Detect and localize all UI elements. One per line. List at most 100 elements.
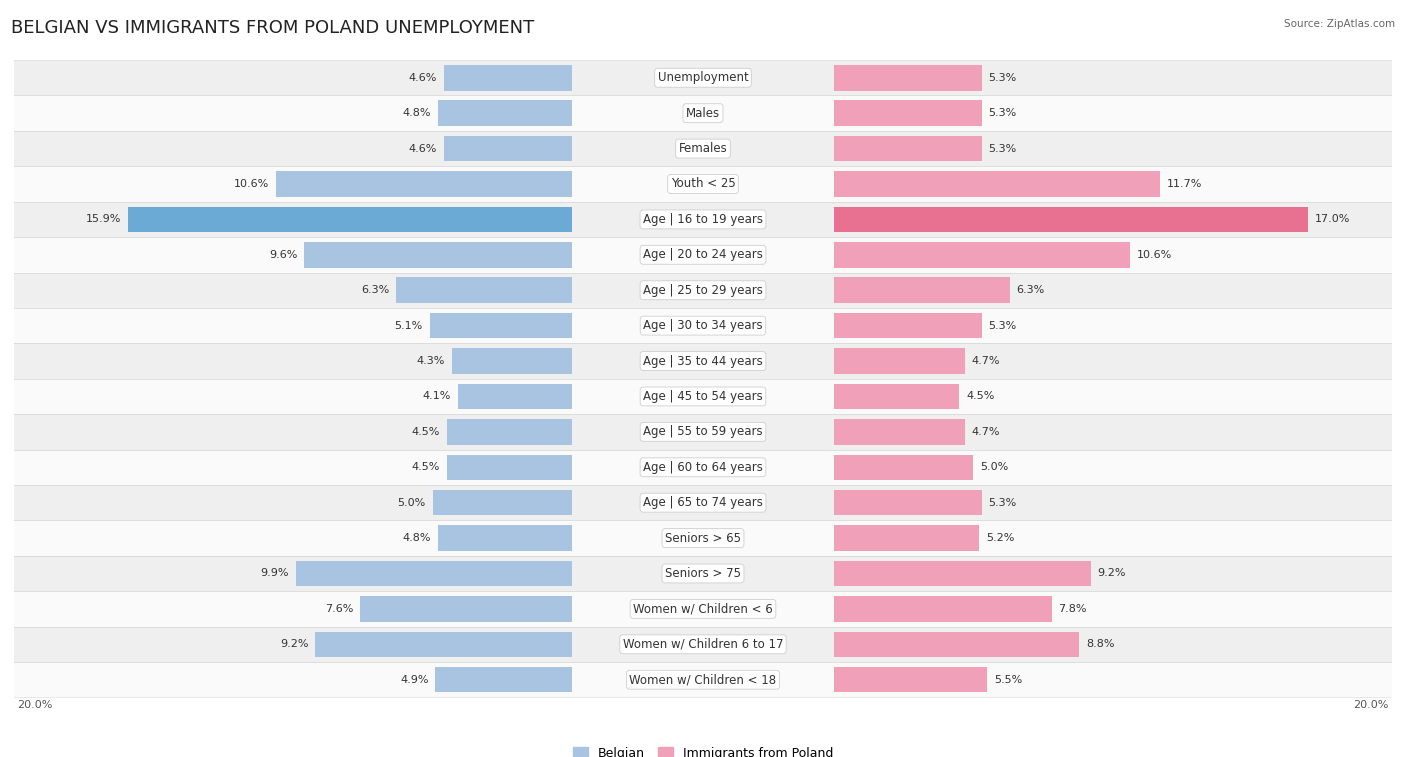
Bar (834, 313, 981, 338)
Bar (0, 344, 1406, 378)
Bar (0, 627, 1406, 662)
Bar (0, 60, 1406, 95)
Text: Source: ZipAtlas.com: Source: ZipAtlas.com (1284, 19, 1395, 29)
Bar (277, 171, 572, 197)
Bar (0, 662, 1406, 697)
Bar (439, 525, 572, 551)
Bar (834, 419, 965, 444)
Bar (0, 591, 1406, 627)
Text: Age | 20 to 24 years: Age | 20 to 24 years (643, 248, 763, 261)
Text: 4.9%: 4.9% (399, 674, 429, 685)
Text: 7.6%: 7.6% (325, 604, 353, 614)
Text: Age | 45 to 54 years: Age | 45 to 54 years (643, 390, 763, 403)
Bar (0, 556, 1406, 591)
Bar (0, 414, 1406, 450)
Text: 6.3%: 6.3% (361, 285, 389, 295)
Bar (0, 273, 1406, 308)
Text: Age | 60 to 64 years: Age | 60 to 64 years (643, 461, 763, 474)
Text: 5.3%: 5.3% (988, 497, 1017, 508)
Bar (0, 520, 1406, 556)
Text: Women w/ Children < 18: Women w/ Children < 18 (630, 673, 776, 686)
Bar (834, 348, 965, 374)
Text: 10.6%: 10.6% (235, 179, 270, 189)
Text: Seniors > 65: Seniors > 65 (665, 531, 741, 544)
Bar (0, 131, 1406, 167)
Text: 5.2%: 5.2% (986, 533, 1014, 543)
Bar (834, 597, 1052, 621)
Text: 8.8%: 8.8% (1087, 640, 1115, 650)
Text: Youth < 25: Youth < 25 (671, 177, 735, 191)
Bar (0, 60, 1406, 95)
Bar (0, 167, 1406, 201)
Text: 20.0%: 20.0% (17, 700, 53, 710)
Text: 5.3%: 5.3% (988, 73, 1017, 83)
Bar (0, 591, 1406, 627)
Text: 4.8%: 4.8% (402, 108, 432, 118)
Bar (360, 597, 572, 621)
Bar (834, 278, 1010, 303)
Text: 4.6%: 4.6% (409, 73, 437, 83)
Bar (444, 65, 572, 91)
Text: 6.3%: 6.3% (1017, 285, 1045, 295)
Bar (0, 450, 1406, 485)
Bar (834, 631, 1080, 657)
Bar (0, 485, 1406, 520)
Text: 4.7%: 4.7% (972, 427, 1001, 437)
Bar (436, 667, 572, 693)
Bar (0, 378, 1406, 414)
Bar (439, 101, 572, 126)
Bar (128, 207, 572, 232)
Text: 20.0%: 20.0% (1353, 700, 1389, 710)
Text: 4.6%: 4.6% (409, 144, 437, 154)
Text: 5.3%: 5.3% (988, 108, 1017, 118)
Text: 4.3%: 4.3% (416, 356, 446, 366)
Text: 4.5%: 4.5% (966, 391, 994, 401)
Bar (0, 167, 1406, 201)
Text: 9.6%: 9.6% (269, 250, 297, 260)
Bar (0, 201, 1406, 237)
Bar (453, 348, 572, 374)
Bar (430, 313, 572, 338)
Text: 5.3%: 5.3% (988, 321, 1017, 331)
Text: 5.5%: 5.5% (994, 674, 1022, 685)
Bar (0, 237, 1406, 273)
Bar (834, 561, 1091, 586)
Text: Age | 16 to 19 years: Age | 16 to 19 years (643, 213, 763, 226)
Text: 4.8%: 4.8% (402, 533, 432, 543)
Bar (0, 485, 1406, 520)
Text: 4.5%: 4.5% (412, 463, 440, 472)
Bar (0, 556, 1406, 591)
Bar (0, 201, 1406, 237)
Text: 17.0%: 17.0% (1315, 214, 1351, 224)
Text: Age | 55 to 59 years: Age | 55 to 59 years (643, 425, 763, 438)
Bar (0, 662, 1406, 697)
Bar (834, 384, 959, 410)
Text: 4.1%: 4.1% (422, 391, 451, 401)
Bar (834, 525, 979, 551)
Text: Age | 65 to 74 years: Age | 65 to 74 years (643, 496, 763, 509)
Text: 7.8%: 7.8% (1059, 604, 1087, 614)
Text: 4.7%: 4.7% (972, 356, 1001, 366)
Bar (0, 414, 1406, 450)
Bar (0, 237, 1406, 273)
Text: Males: Males (686, 107, 720, 120)
Text: Unemployment: Unemployment (658, 71, 748, 84)
Bar (834, 242, 1129, 267)
Bar (433, 490, 572, 516)
Text: Seniors > 75: Seniors > 75 (665, 567, 741, 580)
Bar (304, 242, 572, 267)
Text: BELGIAN VS IMMIGRANTS FROM POLAND UNEMPLOYMENT: BELGIAN VS IMMIGRANTS FROM POLAND UNEMPL… (11, 19, 534, 37)
Bar (0, 95, 1406, 131)
Text: 9.9%: 9.9% (260, 569, 290, 578)
Text: Females: Females (679, 142, 727, 155)
Text: 5.3%: 5.3% (988, 144, 1017, 154)
Text: 11.7%: 11.7% (1167, 179, 1202, 189)
Bar (834, 207, 1308, 232)
Bar (0, 627, 1406, 662)
Bar (0, 131, 1406, 167)
Bar (0, 308, 1406, 344)
Bar (458, 384, 572, 410)
Text: Age | 25 to 29 years: Age | 25 to 29 years (643, 284, 763, 297)
Bar (447, 454, 572, 480)
Text: 5.0%: 5.0% (980, 463, 1008, 472)
